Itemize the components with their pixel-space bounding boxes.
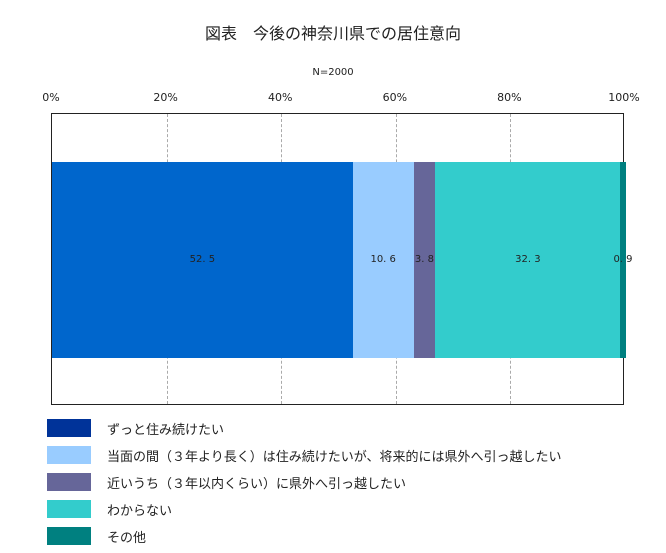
- bar-segment: [413, 162, 436, 358]
- x-tick-label: 0%: [42, 91, 60, 104]
- legend-swatch: [47, 419, 91, 437]
- plot-area: 52. 5 10. 6 3. 8 32. 3 0. 9: [51, 113, 633, 405]
- x-tick-label: 100%: [608, 91, 640, 104]
- bar-segment: [352, 162, 414, 358]
- legend-item: 当面の間（３年より長く）は住み続けたいが、将来的には県外へ引っ越したい: [47, 446, 562, 465]
- data-label: 0. 9: [613, 254, 633, 265]
- legend-swatch: [47, 446, 91, 464]
- legend-item: わからない: [47, 500, 173, 519]
- legend-label: その他: [107, 530, 147, 546]
- x-tick-label: 40%: [267, 91, 293, 104]
- legend-item: ずっと住み続けたい: [47, 419, 225, 438]
- legend-swatch: [47, 500, 91, 518]
- data-label: 32. 3: [515, 254, 541, 265]
- bar-segment: [620, 162, 626, 358]
- legend-swatch: [47, 527, 91, 545]
- x-tick-label: 60%: [382, 91, 408, 104]
- legend-label: ずっと住み続けたい: [107, 422, 225, 438]
- data-label: 3. 8: [414, 254, 434, 265]
- bar-segment: [435, 162, 621, 358]
- data-label: 52. 5: [189, 254, 216, 265]
- data-label: 10. 6: [370, 254, 396, 265]
- sample-size: N=2000: [312, 67, 354, 78]
- chart-title: 図表 今後の神奈川県での居住意向: [204, 24, 461, 43]
- x-tick-label: 80%: [497, 91, 522, 104]
- x-tick-label: 20%: [153, 91, 178, 104]
- legend-label: 当面の間（３年より長く）は住み続けたいが、将来的には県外へ引っ越したい: [107, 449, 562, 465]
- legend-label: わからない: [107, 503, 173, 519]
- legend-item: 近いうち（３年以内くらい）に県外へ引っ越したい: [47, 473, 407, 492]
- legend-swatch: [47, 473, 91, 491]
- legend-item: その他: [47, 527, 147, 546]
- legend-label: 近いうち（３年以内くらい）に県外へ引っ越したい: [107, 476, 407, 492]
- bar-segment: [52, 162, 353, 358]
